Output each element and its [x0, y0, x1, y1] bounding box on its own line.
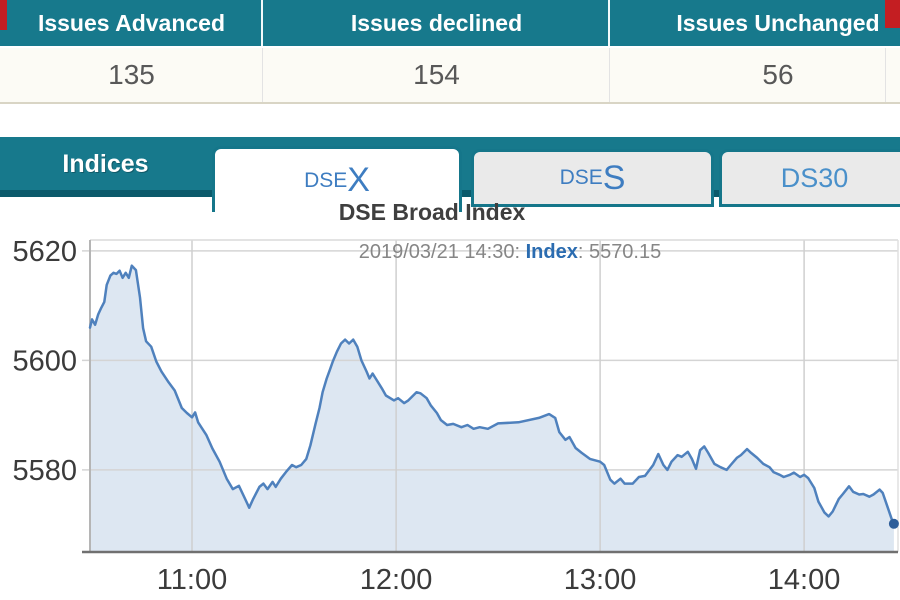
chart-subtitle-value: : 5570.15 [577, 241, 662, 263]
chart-title: DSE Broad Index [338, 199, 526, 225]
svg-text:5580: 5580 [12, 455, 77, 487]
red-fragment-right [885, 0, 900, 28]
tab-dses-label-big: S [602, 158, 626, 197]
tab-dsex[interactable]: DSE X [212, 146, 462, 212]
svg-text:12:00: 12:00 [360, 564, 433, 596]
table-value-row [0, 48, 900, 102]
svg-text:14:00: 14:00 [768, 564, 841, 596]
chart-subtitle-index-label: Index [525, 241, 578, 263]
value-issues-advanced: 135 [108, 59, 155, 90]
red-fragment-left [0, 0, 7, 30]
tab-dsex-label-big: X [347, 161, 370, 199]
chart-subtitle: 2019/03/21 14:30: Index: 5570.15 [359, 241, 662, 264]
header-divider [261, 0, 263, 46]
tab-ds30[interactable]: DS30 [719, 149, 900, 207]
chart-subtitle-datetime: 2019/03/21 14:30: [358, 241, 526, 263]
tab-dses-label-small: DSE [559, 166, 603, 189]
indices-panel-label: Indices [62, 149, 149, 178]
body-divider [262, 48, 263, 102]
value-issues-declined: 154 [413, 59, 460, 90]
value-issues-unchanged: 56 [762, 59, 794, 90]
svg-text:11:00: 11:00 [157, 564, 227, 596]
svg-text:5620: 5620 [12, 236, 77, 268]
svg-text:5600: 5600 [12, 345, 77, 377]
header-divider [608, 0, 610, 46]
header-issues-unchanged: Issues Unchanged [676, 9, 880, 36]
tab-dses[interactable]: DSE S [471, 149, 714, 207]
tab-ds30-label: DS30 [780, 162, 849, 193]
body-divider [885, 48, 886, 102]
table-header-row [0, 0, 900, 46]
tab-dsex-label-small: DSE [304, 168, 348, 192]
header-issues-advanced: Issues Advanced [37, 9, 226, 36]
header-issues-declined: Issues declined [350, 9, 523, 36]
svg-text:13:00: 13:00 [564, 564, 637, 596]
body-divider [609, 48, 610, 102]
table-bottom-border [0, 102, 900, 104]
